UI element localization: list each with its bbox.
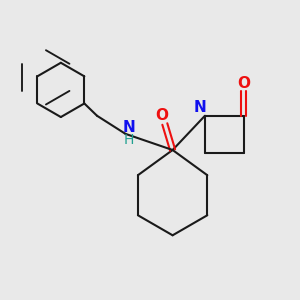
Text: O: O <box>155 108 168 123</box>
Text: O: O <box>237 76 250 91</box>
Text: H: H <box>124 133 134 147</box>
Text: N: N <box>194 100 207 115</box>
Text: N: N <box>122 120 135 135</box>
